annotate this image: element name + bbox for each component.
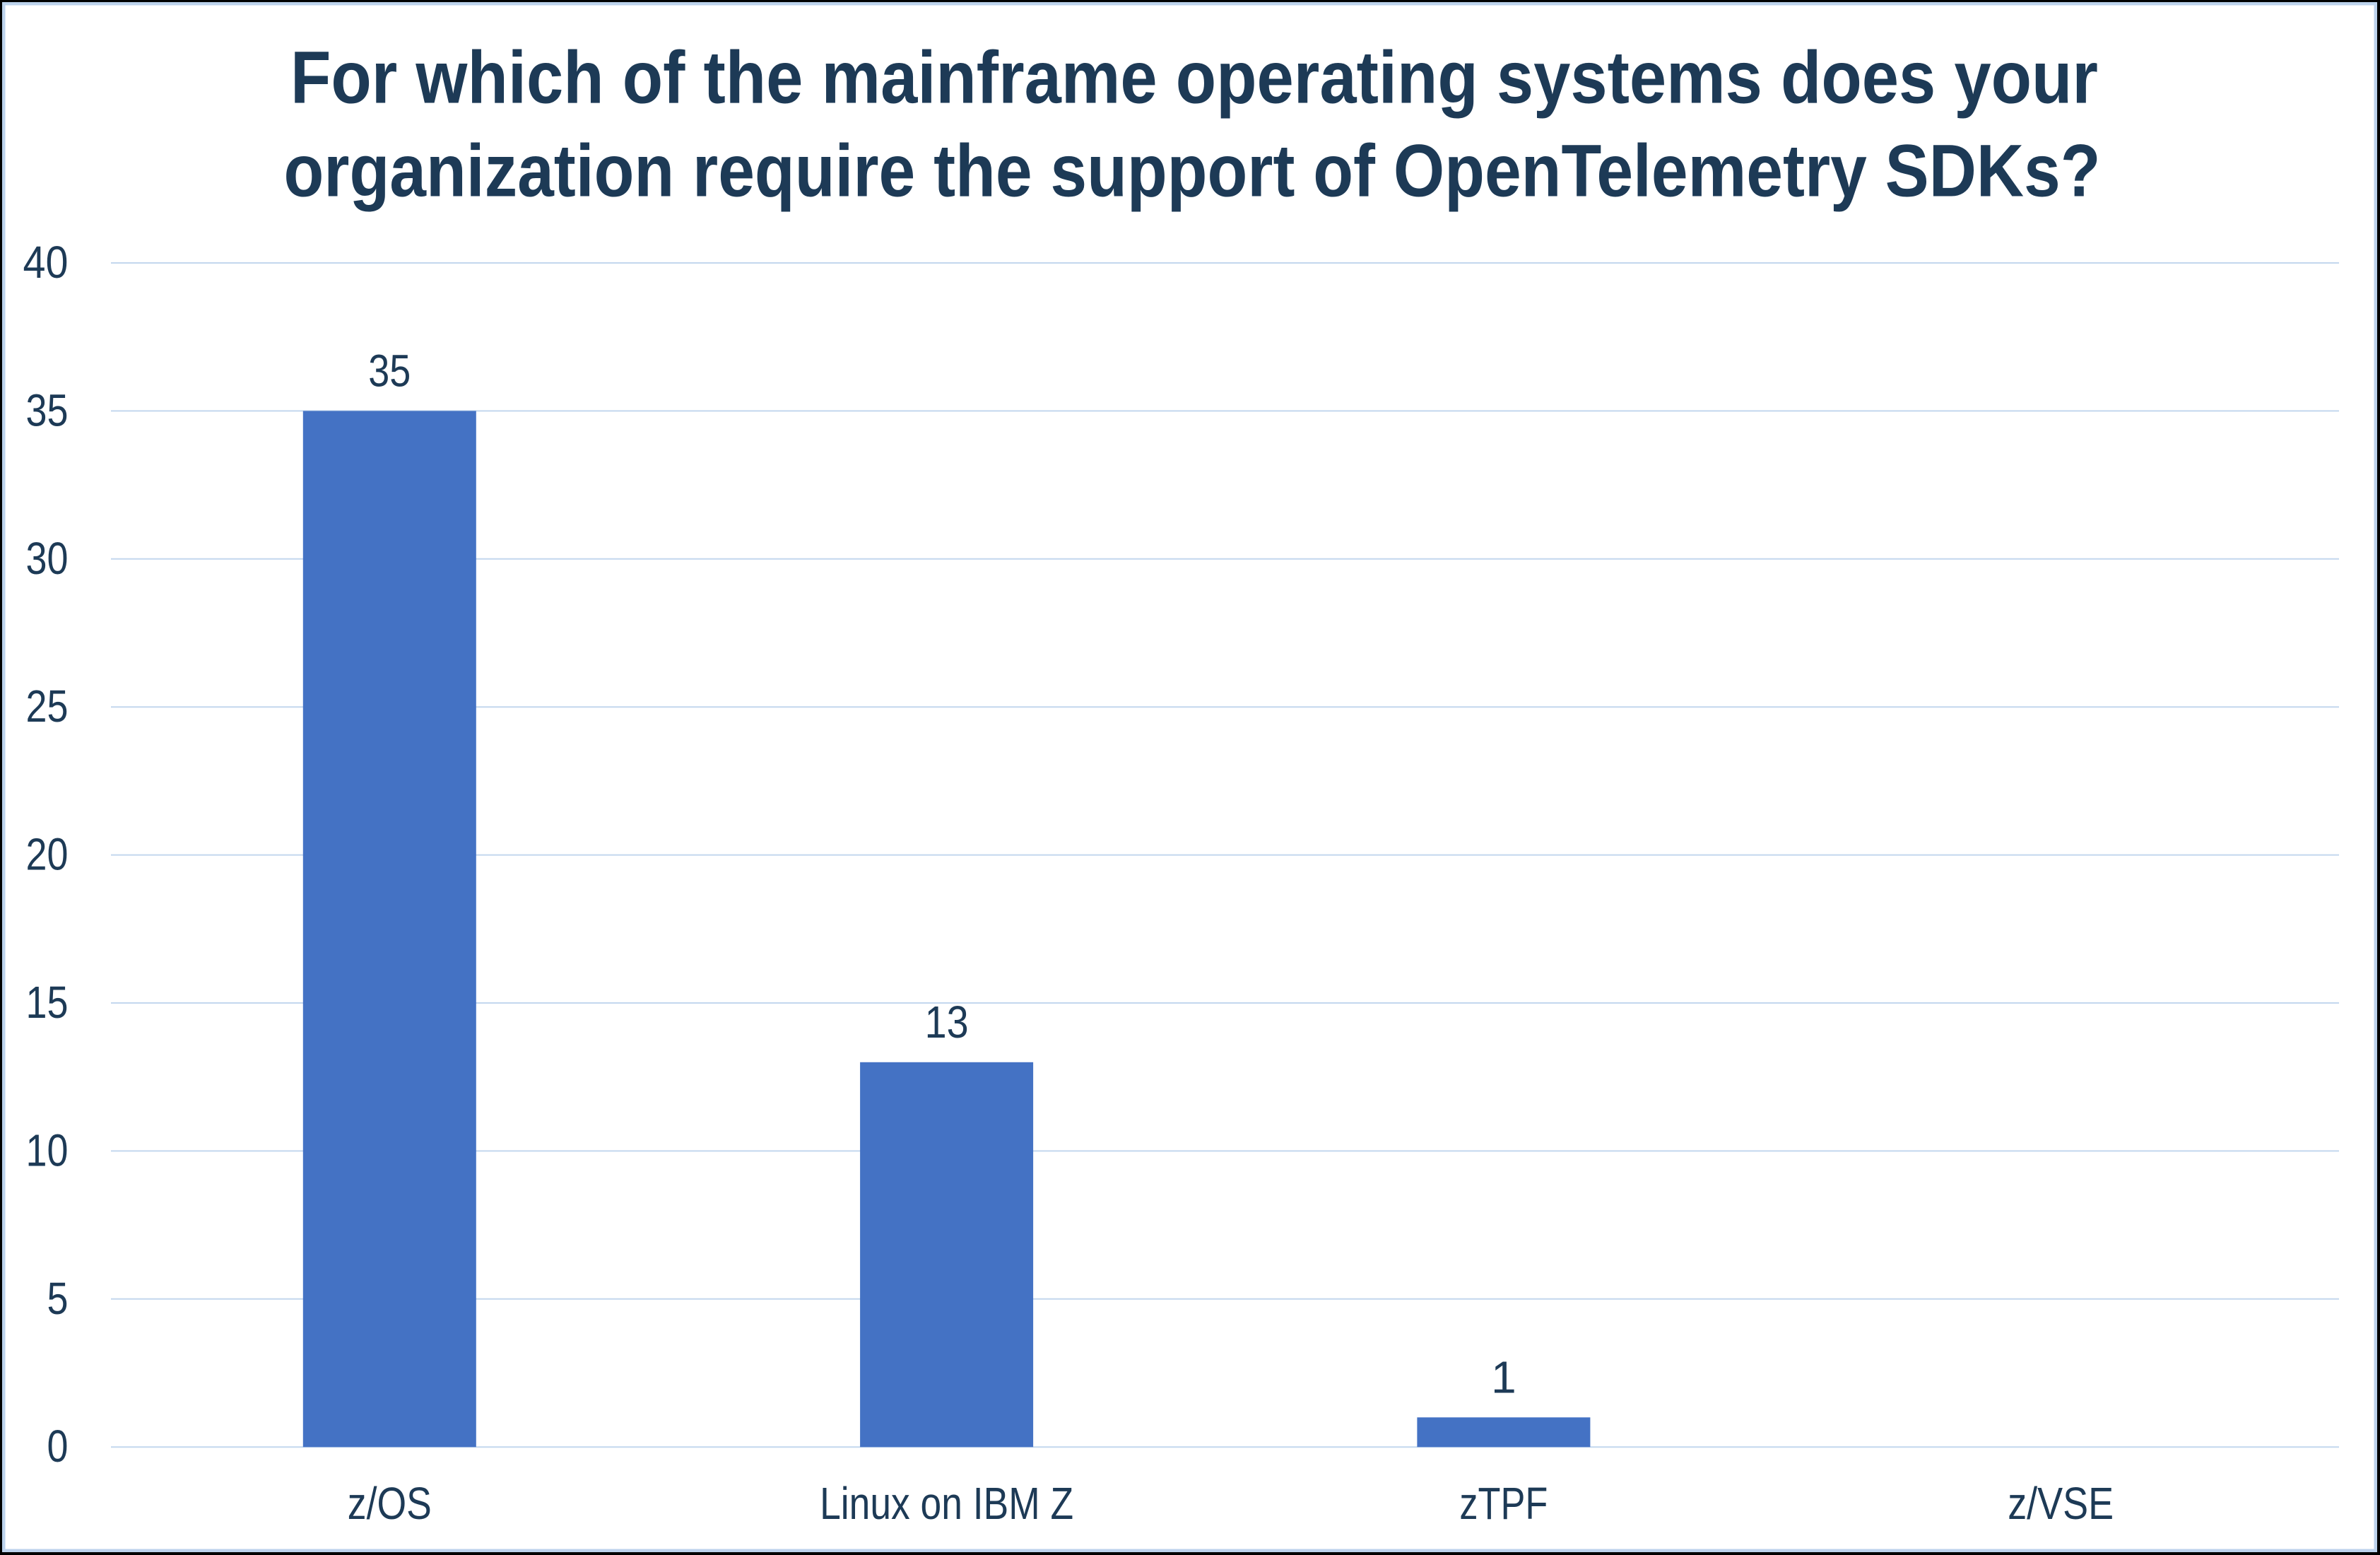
svg-text:35: 35 bbox=[26, 385, 69, 435]
svg-text:25: 25 bbox=[26, 681, 69, 732]
svg-text:13: 13 bbox=[925, 997, 969, 1048]
svg-text:Linux on IBM Z: Linux on IBM Z bbox=[820, 1478, 1073, 1529]
svg-text:z/VSE: z/VSE bbox=[2008, 1478, 2114, 1529]
svg-text:30: 30 bbox=[26, 533, 69, 584]
svg-text:organization require the suppo: organization require the support of Open… bbox=[284, 130, 2101, 213]
svg-text:zTPF: zTPF bbox=[1459, 1478, 1548, 1529]
svg-text:0: 0 bbox=[47, 1421, 69, 1472]
svg-text:40: 40 bbox=[23, 237, 69, 288]
svg-text:For which of the mainframe ope: For which of the mainframe operating sys… bbox=[290, 37, 2098, 119]
svg-text:1: 1 bbox=[1491, 1351, 1516, 1402]
svg-text:5: 5 bbox=[47, 1273, 69, 1324]
svg-text:35: 35 bbox=[368, 345, 411, 396]
svg-text:10: 10 bbox=[26, 1125, 69, 1175]
svg-text:15: 15 bbox=[26, 977, 69, 1028]
svg-text:20: 20 bbox=[26, 829, 69, 880]
svg-text:z/OS: z/OS bbox=[348, 1478, 432, 1529]
